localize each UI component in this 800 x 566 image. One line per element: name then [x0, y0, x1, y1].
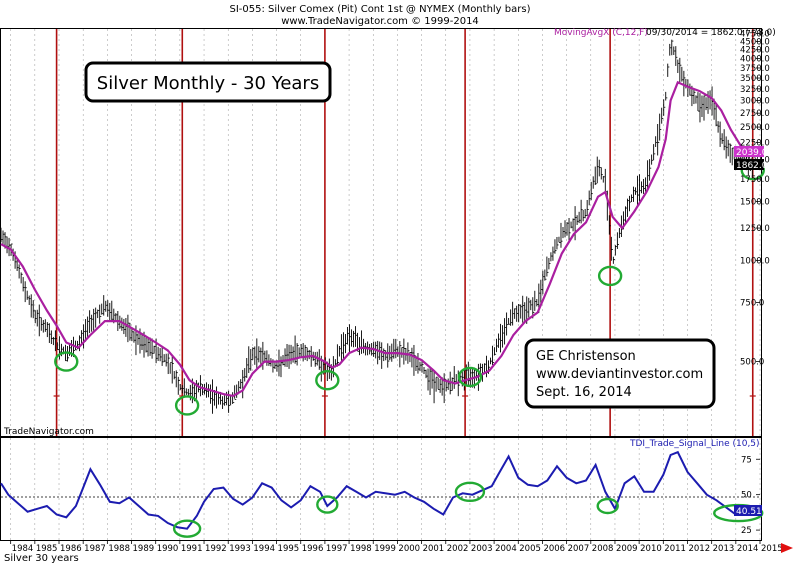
time-axis-label: 2002: [447, 544, 469, 554]
price-axis-label: 3500.0: [740, 74, 770, 84]
time-axis-label: 1999: [374, 544, 396, 554]
time-axis-label: 2008: [592, 544, 614, 554]
time-axis-label: 1984: [12, 544, 34, 554]
tdi-axis-label: 50: [741, 491, 752, 501]
ma-value-tag-bg: [734, 146, 764, 157]
time-axis-label: 2011: [664, 544, 686, 554]
tdi-low-circle: [454, 481, 486, 503]
price-axis-label: 3250.0: [740, 85, 770, 95]
price-axis-label: 4750.0: [740, 30, 770, 40]
tdi-low-circle: [316, 495, 339, 514]
time-axis-label: 2013: [713, 544, 735, 554]
time-axis-label: 1989: [133, 544, 155, 554]
time-axis-label: 1994: [253, 544, 275, 554]
price-value-tag-bg: [734, 159, 764, 170]
low-circle: [597, 265, 623, 287]
tdi-axis: 25 50 75: [741, 455, 760, 536]
price-axis-label: 1250.0: [740, 224, 770, 234]
time-axis-label: 2001: [423, 544, 445, 554]
time-axis-label: 1995: [278, 544, 300, 554]
low-circle: [174, 395, 200, 416]
price-axis-label: 3000.0: [740, 96, 770, 106]
time-axis-label: 2006: [543, 544, 565, 554]
price-axis-label: 2500.0: [740, 123, 770, 133]
symbol-label: Silver 30 years: [4, 553, 79, 564]
moving-average-line: [0, 80, 755, 398]
time-axis-label: 2007: [568, 544, 590, 554]
low-circle: [457, 366, 483, 388]
tdi-axis-label: 25: [741, 526, 752, 536]
low-circle: [315, 369, 340, 391]
time-axis-label: 1998: [350, 544, 372, 554]
time-axis-label: 1996: [302, 544, 324, 554]
price-readout: 09/30/2014 = 1862.0 (-78.0): [646, 28, 776, 38]
grid-lines: [10, 29, 761, 540]
time-axis-label: 2004: [495, 544, 517, 554]
price-axis-label: 3750.0: [740, 64, 770, 74]
time-axis-label: 1987: [84, 544, 106, 554]
tdi-low-circle: [596, 497, 619, 515]
author-name: GE Christenson: [536, 349, 636, 364]
watermark: TradeNavigator.com: [3, 427, 94, 437]
ma-value-tag: 2039.0: [736, 148, 768, 158]
price-value-tag: 1862.0: [736, 161, 768, 171]
time-axis-label: 2010: [640, 544, 662, 554]
time-axis-label: 1991: [181, 544, 203, 554]
time-axis: 1984 1985 1986 1987 1988 1989 1990 1991 1992 1993…: [10, 540, 783, 554]
title-box-text: Silver Monthly - 30 Years: [97, 73, 319, 94]
circled-lows: [54, 159, 765, 538]
time-axis-label: 2003: [471, 544, 493, 554]
tdi-indicator-label: TDI_Trade_Signal_Line (10,5): [629, 439, 760, 449]
time-axis-label: 2014: [737, 544, 759, 554]
time-axis-label: 1986: [60, 544, 82, 554]
time-axis-label: 1985: [36, 544, 58, 554]
tdi-value-tag: 40.51: [736, 507, 762, 517]
price-axis-label: 4000.0: [740, 55, 770, 65]
time-axis-label: 2012: [688, 544, 710, 554]
author-date: Sept. 16, 2014: [536, 385, 632, 400]
tdi-low-circle: [172, 519, 202, 538]
chart-header-line1: SI-055: Silver Comex (Pit) Cont 1st @ NY…: [229, 4, 531, 15]
time-axis-label: 1990: [157, 544, 179, 554]
price-axis-label: 4500.0: [740, 37, 770, 47]
low-circle: [54, 351, 79, 372]
author-box: [524, 338, 716, 409]
scroll-right-arrow-icon[interactable]: [781, 543, 793, 553]
price-axis-label: 2250.0: [740, 138, 770, 148]
price-axis-label: 1000.0: [740, 257, 770, 267]
tdi-signal-line: [0, 450, 755, 530]
time-axis-label: 2000: [398, 544, 420, 554]
tdi-axis-label: 75: [741, 455, 752, 465]
time-axis-label: 1992: [205, 544, 227, 554]
time-axis-label: 1997: [326, 544, 348, 554]
time-axis-label: 2009: [616, 544, 638, 554]
price-axis-label: 1500.0: [740, 197, 770, 207]
title-box: [84, 61, 332, 103]
price-axis-label: 4250.0: [740, 46, 770, 56]
tdi-panel-frame: [0, 437, 762, 541]
price-bars: [0, 39, 754, 414]
price-axis-label: 2750.0: [740, 109, 770, 119]
time-axis-label: 1988: [108, 544, 130, 554]
time-axis-label: 2005: [519, 544, 541, 554]
time-axis-label: 2015: [761, 544, 783, 554]
ma-indicator-label: MovingAvgX (C,12,F): [554, 28, 648, 38]
price-axis-label: 1750.0: [740, 175, 770, 185]
time-axis-label: 1993: [229, 544, 251, 554]
tdi-value-tag-bg: [734, 505, 762, 516]
author-site: www.deviantinvestor.com: [536, 367, 703, 382]
price-axis-label: 500.0: [740, 358, 764, 368]
price-axis-label: 750.0: [740, 298, 764, 308]
chart-header-line2: www.TradeNavigator.com © 1999-2014: [281, 16, 479, 27]
